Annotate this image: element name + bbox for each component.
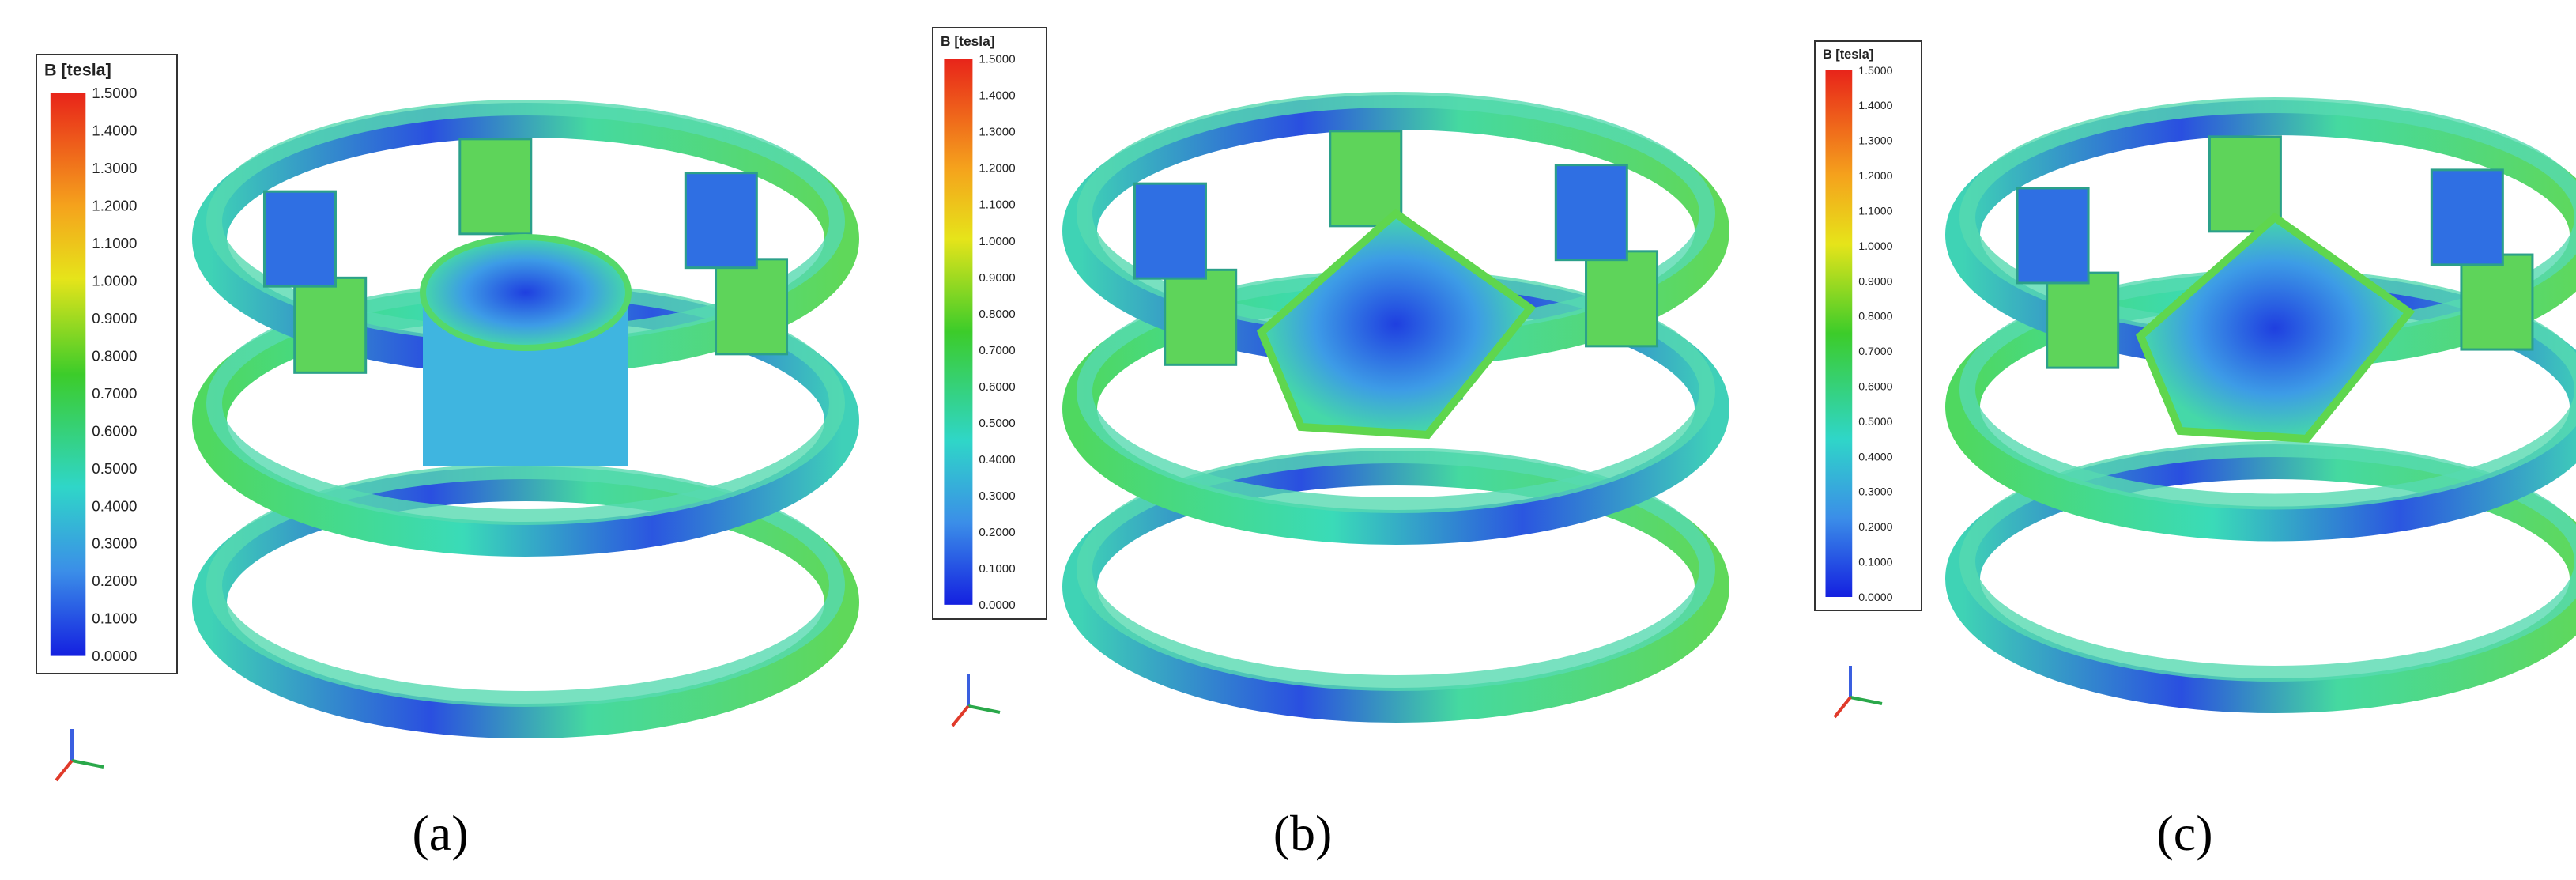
legend-tick-label: 0.0000 [979,599,1015,612]
legend-tick-label: 1.0000 [979,235,1015,248]
legend-tick-label: 0.9000 [979,271,1015,285]
axis-y [71,759,104,769]
legend-tick-label: 1.4000 [92,123,137,139]
legend-tick-label: 1.2000 [1858,170,1892,183]
legend-tick-label: 0.5000 [1858,416,1892,429]
pole [293,276,368,374]
legend-tick-label: 0.5000 [92,460,137,477]
legend-tick-label: 1.5000 [92,85,137,101]
legend-tick-label: 1.4000 [979,89,1015,103]
pole [1554,164,1628,262]
pole [2430,168,2504,266]
legend-tick-label: 0.8000 [979,308,1015,321]
legend-tick-label: 1.2000 [979,162,1015,176]
pole [2016,187,2090,285]
legend-tick-label: 0.3000 [92,535,137,552]
caption: (c) [2156,805,2212,861]
legend-tick-label: 0.6000 [1858,380,1892,393]
legend-tick-label: 1.1000 [979,198,1015,212]
legend-tick-label: 0.7000 [979,344,1015,357]
pole [2046,271,2120,369]
color-bar [50,93,86,656]
legend-tick-label: 1.0000 [1858,240,1892,253]
legend-title: B [tesla] [941,33,995,49]
legend-title: B [tesla] [44,61,111,80]
pole [262,190,337,288]
legend-tick-label: 0.0000 [92,648,137,664]
legend-tick-label: 1.3000 [1858,135,1892,148]
axis-y [967,704,1001,714]
caption: (b) [1273,805,1333,861]
pole [1133,182,1207,280]
ring-top [1959,441,2576,682]
legend-tick-label: 0.9000 [92,310,137,327]
legend-tick-label: 0.6000 [979,380,1015,394]
pole [1585,250,1659,348]
panel: B [tesla] 1.5000 1.4000 1.3000 1.2000 1.1000 1… [36,54,859,861]
legend-tick-label: 0.3000 [979,489,1015,503]
legend-tick-label: 0.4000 [92,497,137,514]
legend-tick-label: 0.1000 [979,562,1015,576]
legend-tick-label: 0.9000 [1858,275,1892,288]
color-bar [1825,70,1853,597]
legend-tick-label: 1.0000 [92,272,137,289]
legend-tick-label: 0.0000 [1858,591,1892,604]
color-bar [944,59,973,605]
ring-top [206,463,845,707]
legend-tick-label: 1.1000 [1858,205,1892,217]
hub-top [420,234,632,351]
panel: B [tesla] 1.5000 1.4000 1.3000 1.2000 1.1000 1… [932,27,1729,861]
legend-tick-label: 0.3000 [1858,486,1892,499]
legend-tick-label: 1.5000 [979,53,1015,66]
hub-prism [1257,208,1537,440]
legend-tick-label: 1.2000 [92,198,137,214]
hub-prism [2136,212,2416,444]
legend-tick-label: 1.3000 [92,160,137,176]
pole [715,258,789,356]
legend-tick-label: 0.1000 [1858,557,1892,569]
legend-tick-label: 0.2000 [979,526,1015,539]
legend-tick-label: 1.3000 [979,126,1015,139]
pole [1329,130,1403,228]
caption: (a) [412,805,468,861]
axis-x [1833,696,1852,719]
legend-tick-label: 0.1000 [92,610,137,627]
pole [2460,253,2534,351]
panel: B [tesla] 1.5000 1.4000 1.3000 1.2000 1.1000 1… [1814,40,2576,861]
legend-tick-label: 0.2000 [92,572,137,589]
legend-tick-label: 0.2000 [1858,521,1892,534]
axis-x [55,759,74,782]
legend-tick-label: 0.6000 [92,422,137,439]
legend-tick-label: 1.5000 [1858,65,1892,77]
legend-tick-label: 0.4000 [979,453,1015,466]
legend-tick-label: 0.5000 [979,417,1015,430]
pole [1164,268,1238,366]
legend-tick-label: 1.1000 [92,235,137,251]
legend-tick-label: 0.7000 [92,385,137,402]
legend-tick-label: 1.4000 [1858,100,1892,112]
legend-title: B [tesla] [1823,47,1873,62]
legend-tick-label: 0.8000 [92,347,137,364]
legend-tick-label: 0.4000 [1858,451,1892,463]
axis-x [951,704,970,727]
pole [458,138,533,236]
legend-tick-label: 0.7000 [1858,346,1892,358]
axis-y [1850,696,1883,705]
pole [684,172,758,270]
pole [2208,135,2282,233]
legend-tick-label: 0.8000 [1858,311,1892,323]
ring-top [1077,448,1715,691]
